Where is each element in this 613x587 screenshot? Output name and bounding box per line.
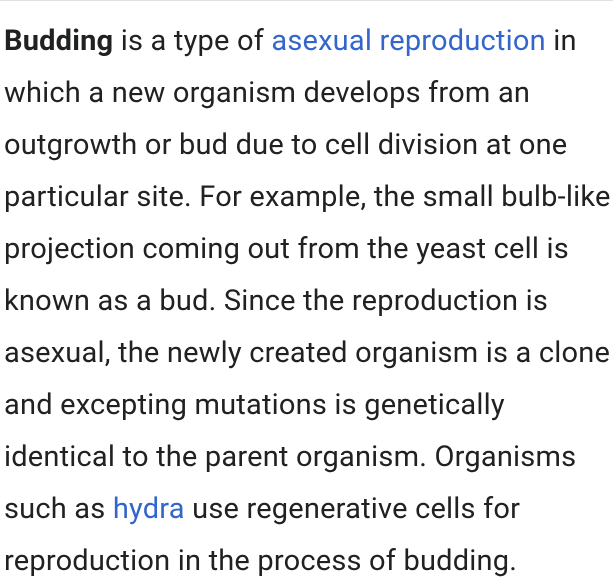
asexual-reproduction-link[interactable]: asexual reproduction [271, 24, 545, 58]
article-text-segment-1: is a type of [113, 24, 271, 58]
article-paragraph: Budding is a type of asexual reproductio… [4, 15, 613, 587]
article-term: Budding [4, 24, 113, 58]
article-text-segment-2: in which a new organism develops from an… [4, 24, 611, 526]
hydra-link[interactable]: hydra [113, 492, 185, 526]
article-content: Budding is a type of asexual reproductio… [0, 0, 613, 587]
